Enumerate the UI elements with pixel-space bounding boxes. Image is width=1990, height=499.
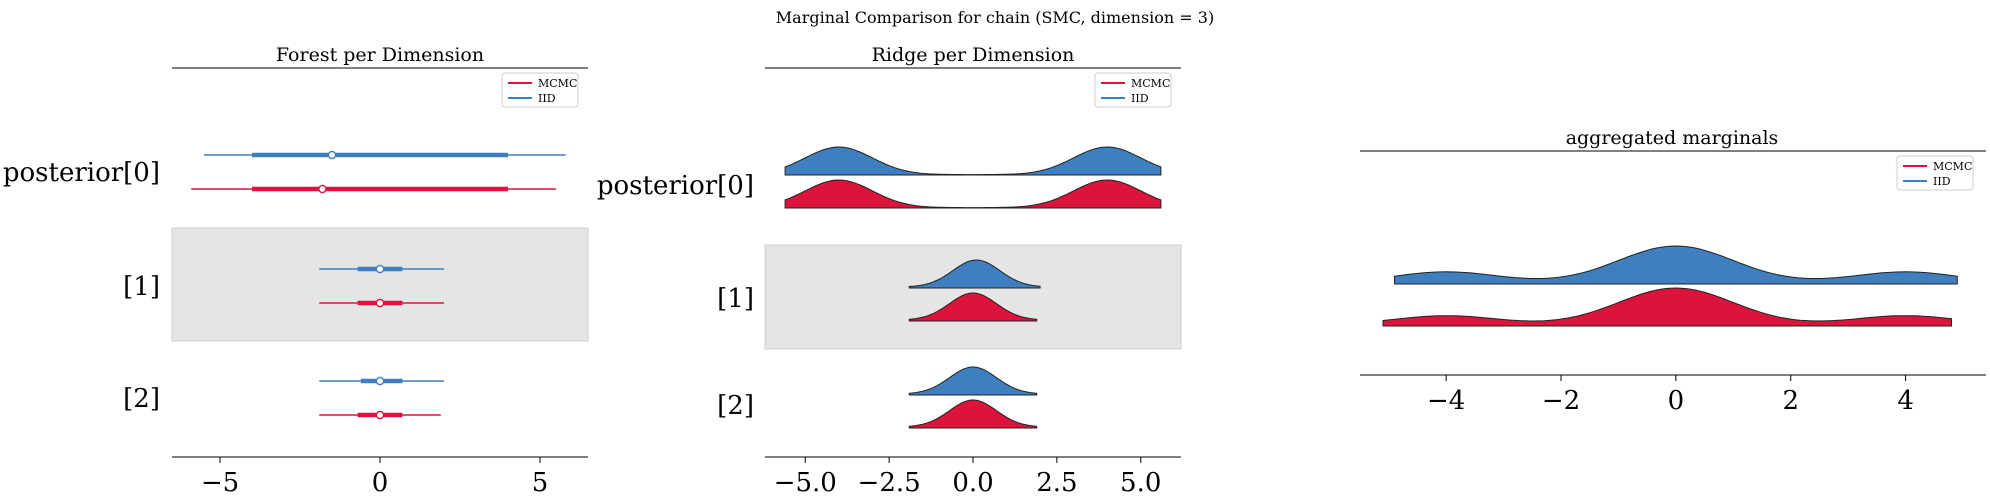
row-label: [2]: [123, 384, 160, 414]
median-point: [318, 184, 327, 194]
x-tick-label: 0.0: [952, 468, 993, 498]
figure-suptitle: Marginal Comparison for chain (SMC, dime…: [776, 8, 1214, 27]
x-tick-label: −2: [1542, 386, 1580, 416]
median-point: [375, 410, 385, 420]
legend-label-iid: IID: [1933, 175, 1951, 188]
legend-label-mcmc: MCMC: [1131, 77, 1170, 90]
ridge-panel: Ridge per Dimension posterior[0] [1] [2] MCM…: [597, 44, 1182, 498]
ridge-density: [908, 292, 1038, 322]
x-tick-label: 4: [1897, 386, 1914, 416]
x-tick-label: −5.0: [774, 468, 837, 498]
x-tick-label: −4: [1427, 386, 1465, 416]
ridge-density: [908, 259, 1041, 289]
ridge-density: [908, 399, 1038, 429]
median-point: [375, 298, 385, 308]
ridge-density: [784, 146, 1162, 176]
median-point: [375, 264, 385, 274]
legend-label-mcmc: MCMC: [1933, 160, 1972, 173]
x-tick-label: 2: [1782, 386, 1799, 416]
x-tick-label: 5: [532, 468, 549, 498]
x-tick-label: 0: [372, 468, 389, 498]
x-tick-label: −5: [201, 468, 239, 498]
row-band: [171, 227, 589, 342]
row-label: [1]: [123, 272, 160, 302]
panel-title: aggregated marginals: [1566, 127, 1779, 149]
row-label: posterior[0]: [597, 171, 754, 201]
row-label: [1]: [717, 284, 754, 314]
ridge-density: [908, 366, 1038, 396]
aggregated-panel: aggregated marginals MCMC IID −4 −2 0 2 4: [1360, 127, 1986, 416]
median-point: [375, 376, 385, 386]
x-tick-label: −2.5: [858, 468, 921, 498]
row-label: posterior[0]: [3, 158, 160, 188]
legend-label-iid: IID: [538, 92, 556, 105]
legend-label-iid: IID: [1131, 92, 1149, 105]
panel-title: Forest per Dimension: [276, 44, 484, 66]
forest-panel: Forest per Dimension posterior[0] [1] [2] MC…: [3, 44, 589, 498]
median-point: [327, 150, 337, 160]
ridge-density: [784, 179, 1162, 209]
panel-title: Ridge per Dimension: [872, 44, 1075, 66]
aggregated-density: [1382, 287, 1952, 327]
x-tick-label: 5.0: [1120, 468, 1161, 498]
x-tick-label: 0: [1668, 386, 1685, 416]
x-tick-label: 2.5: [1036, 468, 1077, 498]
legend-label-mcmc: MCMC: [538, 77, 577, 90]
row-label: [2]: [717, 391, 754, 421]
aggregated-density: [1394, 245, 1958, 285]
